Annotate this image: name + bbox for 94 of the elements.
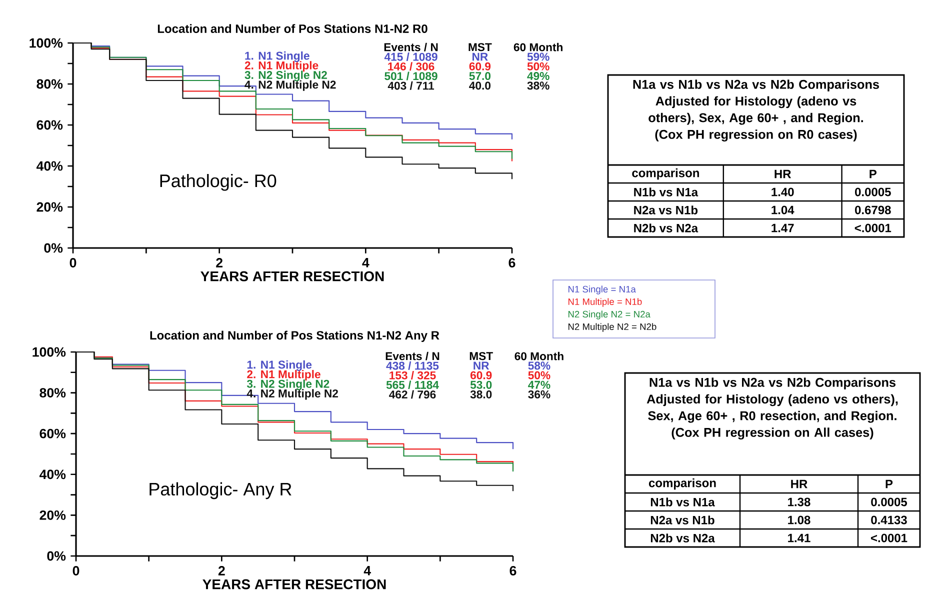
text: 58% xyxy=(528,362,550,370)
text: 50% xyxy=(528,371,550,380)
text: 0.6798 xyxy=(855,206,891,214)
x-tick-label: 6 xyxy=(510,566,516,576)
annotation: 53.0 xyxy=(470,380,492,389)
text: 59% xyxy=(527,52,550,61)
annotation: 57.0 xyxy=(469,72,491,80)
annotation: 40.0 xyxy=(469,82,491,90)
text: 0.0005 xyxy=(871,498,908,506)
text: N1b vs N1a xyxy=(634,188,698,196)
y-tick-label: 60% xyxy=(36,120,63,130)
y-tick-label: 100% xyxy=(30,38,63,48)
annotation: 438 / 1135 xyxy=(386,361,439,370)
text: N1b vs N1a xyxy=(650,498,715,506)
y-tick-label: 60% xyxy=(40,428,66,438)
text: 36% xyxy=(528,390,550,398)
text: comparison xyxy=(632,168,699,180)
y-tick-label: 40% xyxy=(39,470,66,480)
text: 0.0005 xyxy=(855,188,891,196)
text: 47% xyxy=(528,380,550,389)
text: 2. N1 Multiple xyxy=(247,370,320,381)
annotation: 38.0 xyxy=(470,390,492,398)
text: 0.4133 xyxy=(871,516,907,524)
annotation: NR xyxy=(474,362,490,370)
text: Adjusted for Histology (adeno vs others), Sex, Age 60+ , R0 resection, and Region. (Cox PH regression on All cases) xyxy=(646,394,898,440)
annotation: 462 / 796 xyxy=(389,390,436,399)
text: 1.38 xyxy=(788,498,810,506)
chart-title: Location and Number of Pos Stations N1-N2 R0 xyxy=(158,24,428,33)
x-tick-label: 4 xyxy=(364,566,371,576)
annotation: MST xyxy=(470,352,493,360)
annotation: NR xyxy=(472,52,488,61)
annotation: 415 / 1089 xyxy=(384,52,438,61)
y-tick-label: 20% xyxy=(36,202,63,212)
text: HR xyxy=(774,170,792,178)
text: N1a vs N1b vs N2a vs N2b Comparisons xyxy=(650,378,896,390)
annotation: 146 / 306 xyxy=(388,62,434,71)
y-tick-label: 20% xyxy=(40,510,66,520)
text: N2b vs N2a xyxy=(634,224,698,232)
text: 1. N1 Single xyxy=(245,51,310,62)
text: 2. N1 Multiple xyxy=(244,61,318,72)
text: 60 Month xyxy=(514,42,562,52)
text: N2 Single N2 = N2a xyxy=(568,310,650,320)
text: Adjusted for Histology (adeno vs others), Sex, Age 60+ , and Region. (Cox PH regression on R0 cases) xyxy=(648,96,863,142)
y-tick-label: 100% xyxy=(32,347,66,357)
x-axis-title: YEARS AFTER RESECTION xyxy=(200,271,384,282)
annotation: 403 / 711 xyxy=(388,81,434,90)
text: P xyxy=(886,480,893,488)
annotation: Pathologic- Any R xyxy=(150,482,292,500)
x-tick-label: 4 xyxy=(362,258,370,268)
text: comparison xyxy=(648,478,716,490)
x-tick-label: 6 xyxy=(508,258,516,268)
text: 49% xyxy=(527,72,550,80)
y-tick-label: 80% xyxy=(40,388,66,398)
annotation: 565 / 1184 xyxy=(386,380,439,390)
text: N1 Multiple = N1b xyxy=(568,298,642,307)
annotation: 153 / 325 xyxy=(390,371,436,380)
y-tick-label: 40% xyxy=(36,161,63,171)
text: <.0001 xyxy=(870,534,908,542)
text: N2 Multiple N2 = N2b xyxy=(568,323,656,332)
annotation: Events / N xyxy=(386,352,440,360)
text: 1.08 xyxy=(788,516,810,524)
annotation: 501 / 1089 xyxy=(384,72,438,80)
text: 1.40 xyxy=(772,188,794,196)
annotation: 60.9 xyxy=(470,371,492,380)
series-label: 3. N2 Single N2 xyxy=(244,70,327,82)
text: 1.04 xyxy=(772,206,794,214)
y-tick-label: 0% xyxy=(44,243,63,253)
text: 50% xyxy=(527,62,550,70)
text: N2b vs N2a xyxy=(650,534,715,542)
text: 1.47 xyxy=(772,224,794,232)
annotation: Events / N xyxy=(384,42,438,52)
x-tick-label: 2 xyxy=(218,566,225,576)
annotation: 60.9 xyxy=(469,62,491,70)
y-tick-label: 80% xyxy=(36,79,63,89)
series-label: 3. N2 Single N2 xyxy=(246,380,330,390)
text: <.0001 xyxy=(854,224,892,232)
chart-title: Location and Number of Pos Stations N1-N2 Any R xyxy=(150,330,440,342)
text: 1.41 xyxy=(788,534,810,542)
annotation: Pathologic- R0 xyxy=(160,174,276,191)
text: P xyxy=(870,170,876,178)
x-tick-label: 2 xyxy=(216,258,223,268)
annotation: MST xyxy=(468,43,492,52)
text: HR xyxy=(791,480,808,488)
text: N1a vs N1b vs N2a vs N2b Comparisons xyxy=(633,80,879,92)
y-tick-label: 0% xyxy=(47,551,66,561)
x-tick-label: 0 xyxy=(72,566,80,576)
text: N1 Single = N1a xyxy=(568,286,636,294)
text: 1. N1 Single xyxy=(247,360,312,371)
text: 60 Month xyxy=(514,352,564,360)
x-axis-title: YEARS AFTER RESECTION xyxy=(202,579,386,590)
text: N2a vs N1b xyxy=(634,206,698,214)
text: N2a vs N1b xyxy=(650,516,714,524)
x-tick-label: 0 xyxy=(70,258,76,268)
text: 38% xyxy=(527,82,550,90)
